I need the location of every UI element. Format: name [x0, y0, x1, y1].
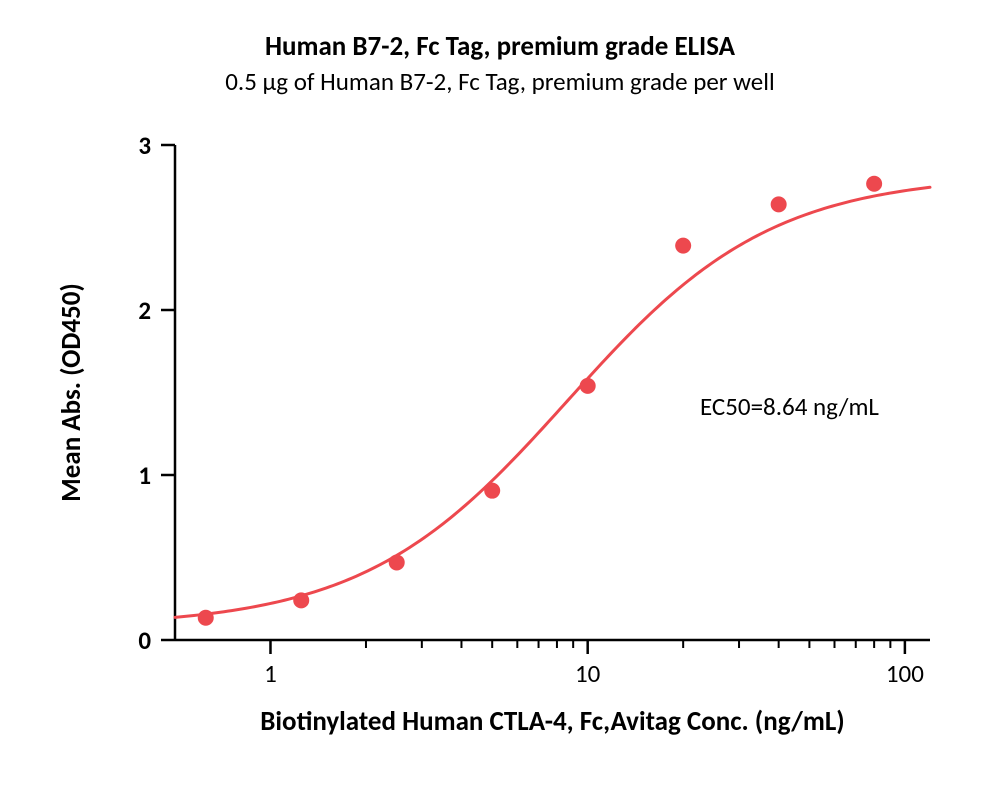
x-tick-label: 1	[264, 658, 277, 689]
data-point	[675, 238, 691, 254]
x-tick-label: 10	[575, 658, 601, 689]
x-axis-ticks: 1 10 100	[264, 640, 924, 689]
y-axis-label: Mean Abs. (OD450)	[55, 283, 88, 502]
chart-subtitle: 0.5 µg of Human B7-2, Fc Tag, premium gr…	[225, 66, 774, 97]
elisa-chart: Human B7-2, Fc Tag, premium grade ELISA …	[0, 0, 1000, 798]
y-tick-label: 3	[138, 130, 151, 161]
y-axis-ticks: 0 1 2 3	[138, 130, 175, 656]
ec50-annotation: EC50=8.64 ng/mL	[700, 391, 879, 422]
y-tick-label: 0	[138, 625, 151, 656]
data-point	[771, 196, 787, 212]
chart-title: Human B7-2, Fc Tag, premium grade ELISA	[265, 30, 736, 63]
y-tick-label: 1	[138, 460, 151, 491]
data-point	[484, 483, 500, 499]
x-tick-label: 100	[886, 658, 924, 689]
data-point	[198, 610, 214, 626]
y-tick-label: 2	[138, 295, 151, 326]
data-point	[389, 554, 405, 570]
data-point	[580, 378, 596, 394]
chart-canvas: Human B7-2, Fc Tag, premium grade ELISA …	[0, 0, 1000, 798]
data-point	[293, 592, 309, 608]
x-axis-label: Biotinylated Human CTLA-4, Fc,Avitag Con…	[260, 705, 844, 738]
data-point	[866, 176, 882, 192]
